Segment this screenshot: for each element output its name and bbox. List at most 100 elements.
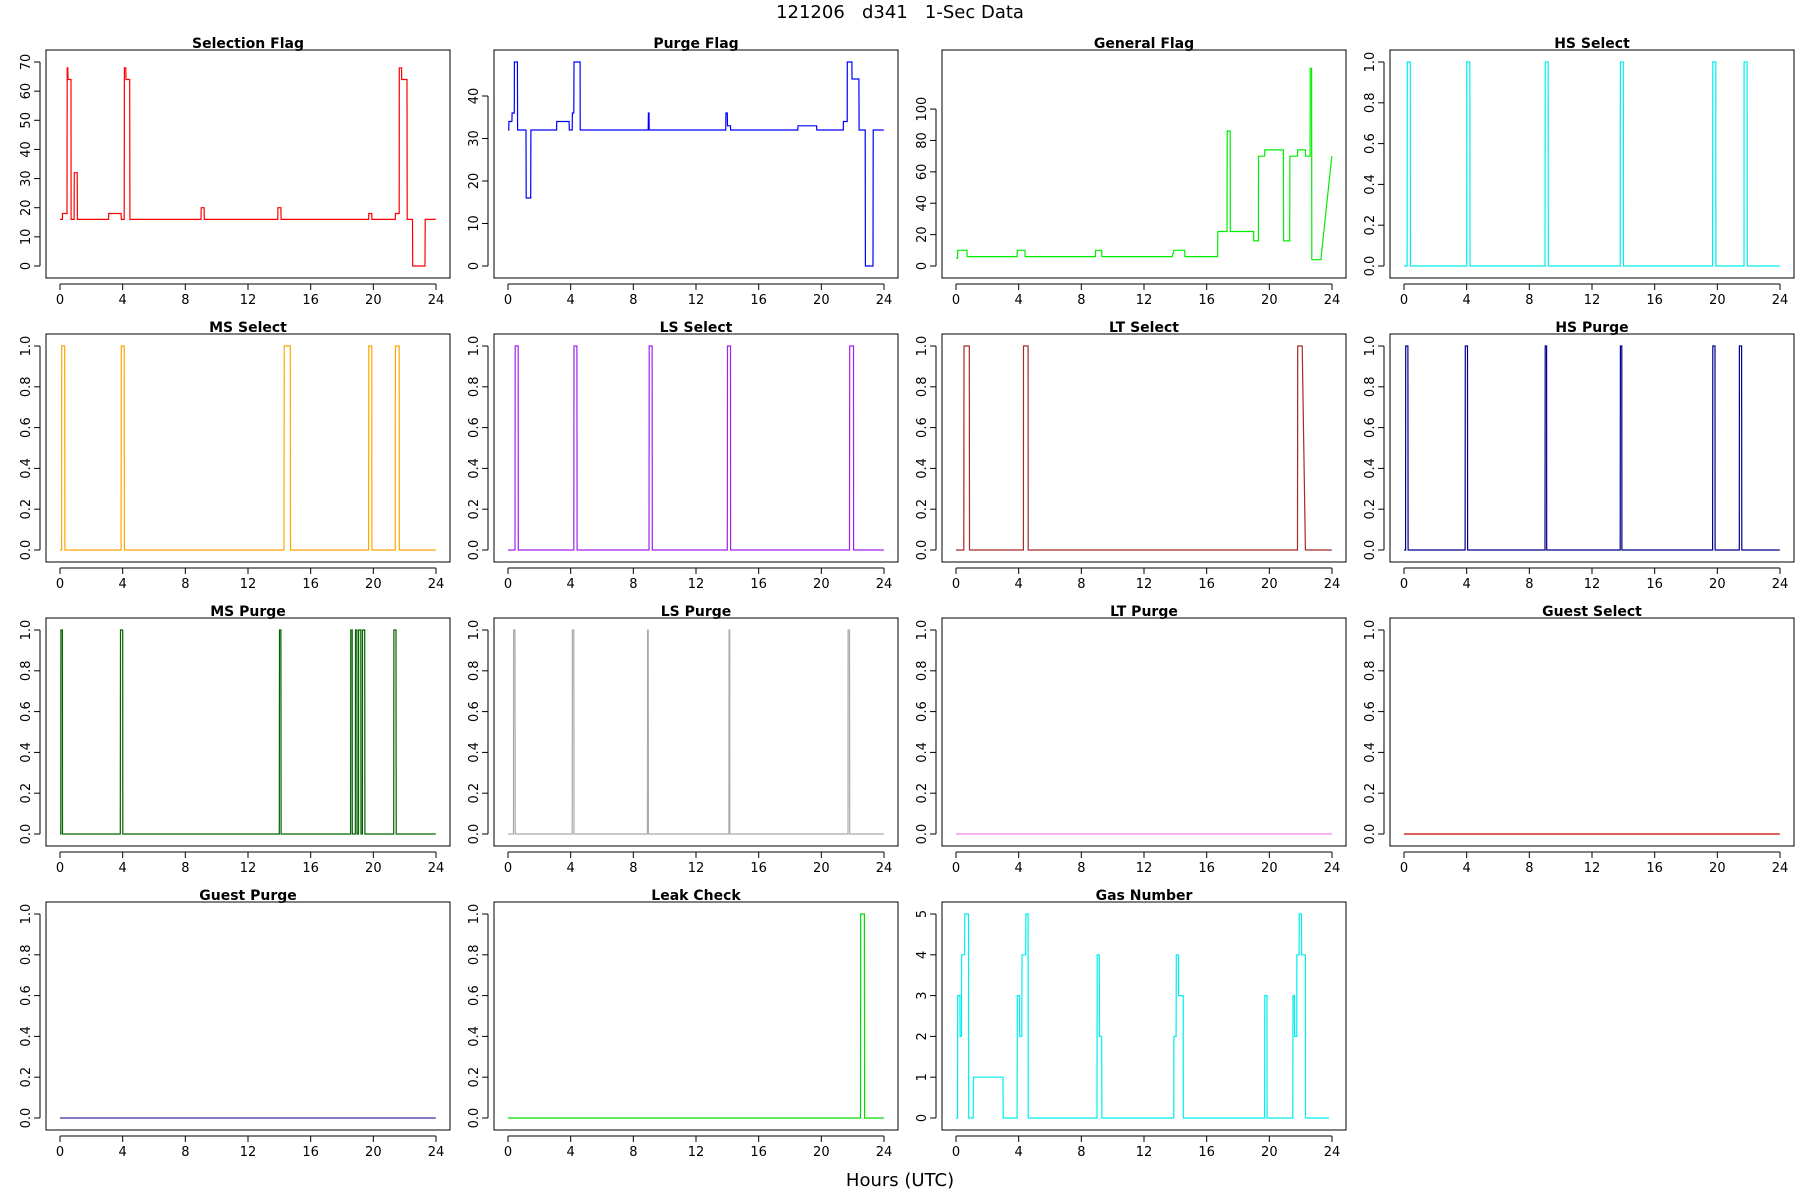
x-tick-label: 16 <box>1646 293 1663 308</box>
y-tick-label: 0.6 <box>1363 417 1378 438</box>
panel-title: Selection Flag <box>192 36 304 52</box>
x-tick-label: 8 <box>1525 577 1533 592</box>
x-tick-label: 20 <box>1709 293 1726 308</box>
x-tick-label: 16 <box>1646 861 1663 876</box>
y-tick-label: 2 <box>915 1032 930 1040</box>
y-tick-label: 0.4 <box>1363 174 1378 195</box>
x-tick-label: 0 <box>56 861 64 876</box>
x-tick-label: 24 <box>1324 1145 1341 1160</box>
x-tick-label: 0 <box>504 293 512 308</box>
y-tick-label: 0.4 <box>19 742 34 763</box>
figure-title: 121206 d341 1-Sec Data <box>776 2 1024 23</box>
y-tick-label: 0.0 <box>19 1108 34 1129</box>
plot-box <box>493 617 899 847</box>
x-tick-label: 8 <box>181 1145 189 1160</box>
y-tick-label: 0.0 <box>915 540 930 561</box>
x-tick-label: 8 <box>629 861 637 876</box>
panel-title: HS Purge <box>1555 320 1628 336</box>
y-tick-label: 0.6 <box>19 985 34 1006</box>
x-tick-label: 12 <box>240 577 257 592</box>
panel-title: LS Select <box>660 320 733 336</box>
x-tick-label: 12 <box>1584 293 1601 308</box>
x-tick-label: 16 <box>1198 293 1215 308</box>
panel-title: LT Purge <box>1110 604 1178 620</box>
y-tick-label: 0.8 <box>467 376 482 397</box>
x-tick-label: 12 <box>1584 577 1601 592</box>
x-tick-label: 0 <box>952 861 960 876</box>
y-tick-label: 40 <box>467 88 482 105</box>
x-tick-label: 0 <box>1400 577 1408 592</box>
y-tick-label: 0 <box>915 262 930 270</box>
y-tick-label: 10 <box>19 229 34 246</box>
y-tick-label: 1.0 <box>1363 52 1378 73</box>
y-tick-label: 0.0 <box>467 540 482 561</box>
x-tick-label: 12 <box>1584 861 1601 876</box>
y-tick-label: 0.4 <box>467 742 482 763</box>
x-tick-label: 24 <box>428 1145 445 1160</box>
y-tick-label: 0.2 <box>467 499 482 520</box>
y-tick-label: 0.6 <box>915 417 930 438</box>
x-tick-label: 4 <box>567 293 575 308</box>
plot-box <box>1389 333 1795 563</box>
y-tick-label: 50 <box>19 112 34 129</box>
x-tick-label: 24 <box>876 1145 893 1160</box>
plot-box <box>941 333 1347 563</box>
x-tick-label: 12 <box>240 1145 257 1160</box>
y-tick-label: 0 <box>915 1114 930 1122</box>
x-tick-label: 4 <box>1015 861 1023 876</box>
y-tick-label: 1.0 <box>1363 336 1378 357</box>
plot-box <box>941 49 1347 279</box>
y-tick-label: 20 <box>915 226 930 243</box>
y-tick-label: 4 <box>915 951 930 959</box>
y-tick-label: 0.4 <box>915 742 930 763</box>
x-tick-label: 12 <box>1136 293 1153 308</box>
y-tick-label: 1.0 <box>19 904 34 925</box>
x-tick-label: 20 <box>1261 1145 1278 1160</box>
y-tick-label: 0.8 <box>467 660 482 681</box>
plot-box <box>941 901 1347 1131</box>
x-tick-label: 20 <box>813 1145 830 1160</box>
x-tick-label: 0 <box>1400 293 1408 308</box>
x-tick-label: 0 <box>56 1145 64 1160</box>
x-tick-label: 12 <box>688 1145 705 1160</box>
panel: LS Select 0 4 8 12 16 20 24 0.0 0.2 0.4 0.6 0.8 1.0 <box>467 320 899 592</box>
x-tick-label: 4 <box>119 1145 127 1160</box>
y-tick-label: 0 <box>467 262 482 270</box>
y-tick-label: 5 <box>915 910 930 918</box>
x-tick-label: 12 <box>688 577 705 592</box>
y-tick-label: 0.4 <box>19 458 34 479</box>
panel-title: Guest Purge <box>199 888 297 904</box>
panel-title: MS Select <box>209 320 287 336</box>
x-tick-label: 16 <box>750 1145 767 1160</box>
plot-box <box>1389 49 1795 279</box>
x-tick-label: 12 <box>240 293 257 308</box>
x-tick-label: 8 <box>1077 861 1085 876</box>
plot-box <box>493 49 899 279</box>
y-tick-label: 0.0 <box>915 824 930 845</box>
y-tick-label: 0.4 <box>467 1026 482 1047</box>
y-tick-label: 0.2 <box>467 1067 482 1088</box>
x-tick-label: 16 <box>1198 577 1215 592</box>
x-tick-label: 12 <box>1136 1145 1153 1160</box>
y-tick-label: 1.0 <box>467 904 482 925</box>
y-tick-label: 0.8 <box>19 660 34 681</box>
panel-title: General Flag <box>1094 36 1194 52</box>
x-tick-label: 4 <box>119 861 127 876</box>
x-tick-label: 20 <box>813 577 830 592</box>
x-tick-label: 24 <box>428 293 445 308</box>
panel: Leak Check 0 4 8 12 16 20 24 0.0 0.2 0.4 0.6 0.8 1.0 <box>467 888 899 1160</box>
panel-title: Purge Flag <box>653 36 738 52</box>
y-tick-label: 0.4 <box>19 1026 34 1047</box>
series-line <box>508 629 884 835</box>
panel-title: Gas Number <box>1096 888 1193 904</box>
x-tick-label: 12 <box>688 861 705 876</box>
x-tick-label: 8 <box>1525 293 1533 308</box>
x-tick-label: 24 <box>1772 861 1789 876</box>
panel: MS Select 0 4 8 12 16 20 24 0.0 0.2 0.4 0.6 0.8 1.0 <box>19 320 451 592</box>
series-line <box>508 345 884 551</box>
x-tick-label: 8 <box>181 293 189 308</box>
series-line <box>508 913 884 1119</box>
y-tick-label: 0.6 <box>1363 701 1378 722</box>
x-tick-label: 8 <box>1525 861 1533 876</box>
y-tick-label: 0.8 <box>19 944 34 965</box>
